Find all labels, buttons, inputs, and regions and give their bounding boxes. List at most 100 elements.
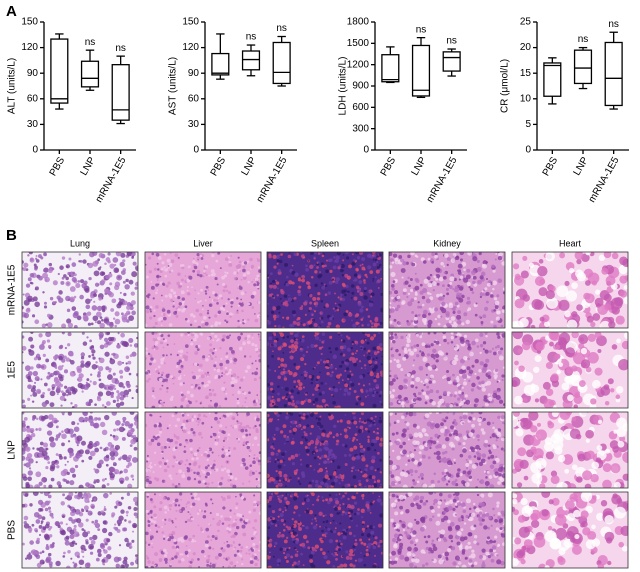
cell: [220, 515, 223, 518]
cell: [481, 453, 487, 458]
cell: [401, 404, 405, 408]
cell: [292, 399, 295, 403]
cell: [428, 412, 432, 415]
cell: [194, 540, 197, 543]
y-tick-label: 120: [21, 42, 38, 53]
cell: [389, 265, 393, 269]
cell: [312, 296, 317, 301]
cell: [103, 505, 106, 508]
cell: [372, 403, 377, 408]
cell: [372, 430, 376, 434]
cell: [290, 420, 295, 425]
cell: [343, 393, 347, 396]
cell: [339, 388, 342, 391]
cell: [156, 279, 159, 282]
cell: [209, 512, 212, 515]
cell: [193, 471, 196, 475]
cell: [292, 313, 296, 317]
cell: [475, 302, 478, 305]
cell: [89, 536, 93, 541]
cell: [378, 394, 382, 398]
cell: [321, 429, 326, 434]
cell: [116, 303, 122, 309]
cell: [494, 346, 498, 349]
cell: [326, 371, 330, 376]
cell: [310, 252, 314, 256]
cell: [472, 256, 478, 262]
cell: [190, 505, 193, 508]
cell: [359, 449, 365, 454]
cell: [307, 260, 310, 262]
cell: [172, 500, 175, 503]
cell: [156, 289, 158, 291]
cell: [313, 468, 316, 471]
cell: [176, 547, 179, 551]
cell: [159, 341, 163, 345]
cell: [116, 399, 119, 402]
cell: [458, 278, 461, 281]
cell: [255, 399, 259, 403]
cell: [341, 486, 346, 488]
cell: [350, 382, 355, 387]
cell: [120, 312, 124, 316]
cell: [470, 429, 475, 434]
cell: [498, 355, 504, 361]
cell: [531, 298, 543, 310]
cell: [472, 436, 475, 439]
cell: [198, 368, 202, 372]
cell: [66, 318, 72, 324]
cell: [429, 296, 434, 301]
cell: [50, 477, 55, 482]
cell: [345, 335, 349, 338]
cell: [185, 397, 188, 401]
cell: [327, 291, 331, 295]
cell: [190, 451, 193, 454]
cell: [571, 332, 579, 339]
cell: [82, 314, 89, 321]
cell: [332, 265, 337, 270]
cell: [378, 268, 382, 272]
cell: [371, 439, 376, 443]
cell: [164, 554, 168, 558]
cell: [324, 482, 329, 488]
cell: [106, 321, 111, 326]
cell: [474, 448, 478, 452]
cell: [267, 396, 272, 401]
cell: [414, 325, 418, 328]
cell: [437, 314, 441, 319]
cell: [533, 366, 540, 373]
cell: [196, 256, 200, 260]
cell: [440, 422, 444, 427]
cell: [166, 309, 171, 314]
cell: [38, 275, 43, 281]
cell: [320, 347, 323, 350]
cell: [177, 308, 181, 312]
cell: [439, 295, 445, 301]
cell: [186, 285, 189, 289]
cell: [456, 319, 462, 325]
cell: [36, 363, 42, 369]
cell: [258, 312, 261, 315]
cell: [459, 252, 464, 256]
cell: [103, 549, 108, 554]
cell: [27, 384, 32, 390]
cell: [182, 419, 187, 423]
cell: [112, 372, 116, 376]
cell: [206, 471, 211, 476]
cell: [243, 376, 246, 379]
cell: [328, 412, 331, 416]
cell: [51, 460, 56, 465]
cell: [110, 455, 115, 461]
cell: [495, 316, 501, 321]
cell: [604, 400, 610, 406]
cell: [210, 426, 213, 429]
cell: [171, 414, 175, 418]
cell: [474, 398, 479, 403]
cell: [419, 283, 423, 287]
cell: [177, 284, 182, 289]
cell: [332, 436, 335, 439]
cell: [414, 291, 418, 294]
cell: [449, 404, 454, 408]
cell: [474, 372, 477, 376]
cell: [249, 557, 253, 561]
